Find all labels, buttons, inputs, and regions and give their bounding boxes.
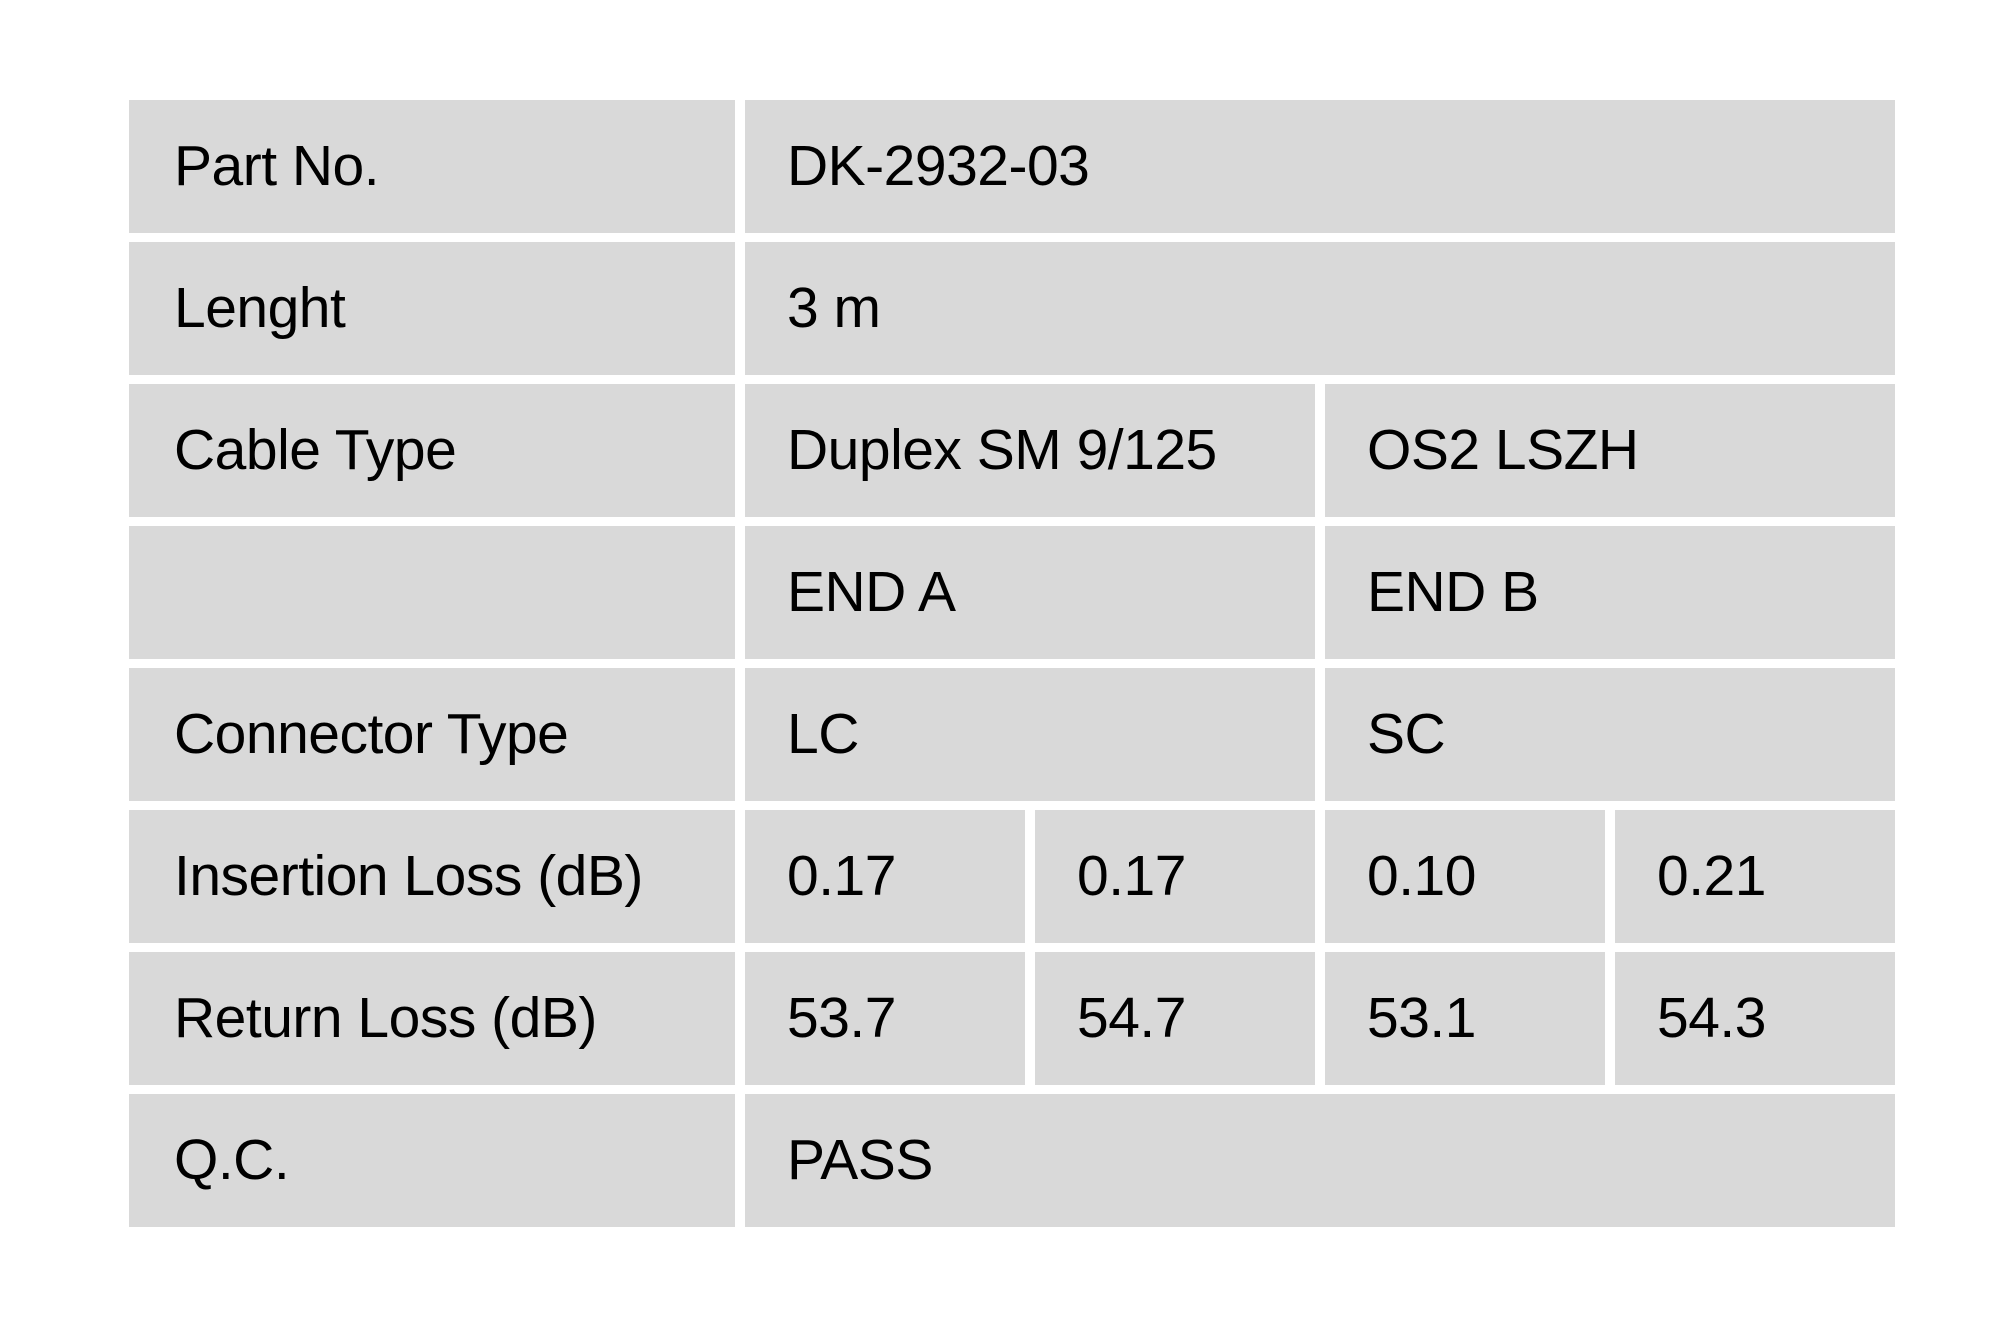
- cell-connector-type-label: Connector Type: [129, 668, 735, 801]
- cell-insertion-loss-label: Insertion Loss (dB): [129, 810, 735, 943]
- cell-return-loss-a2: 54.7: [1035, 952, 1315, 1085]
- cell-part-no-label: Part No.: [129, 100, 735, 233]
- cell-qc-value: PASS: [745, 1094, 1895, 1227]
- cell-insertion-loss-a2: 0.17: [1035, 810, 1315, 943]
- cell-cable-type-value-1: Duplex SM 9/125: [745, 384, 1315, 517]
- cell-qc-label: Q.C.: [129, 1094, 735, 1227]
- cell-connector-type-end-a: LC: [745, 668, 1315, 801]
- cell-return-loss-b1: 53.1: [1325, 952, 1605, 1085]
- cell-insertion-loss-b1: 0.10: [1325, 810, 1605, 943]
- cell-cable-type-value-2: OS2 LSZH: [1325, 384, 1895, 517]
- cell-insertion-loss-a1: 0.17: [745, 810, 1025, 943]
- cell-return-loss-a1: 53.7: [745, 952, 1025, 1085]
- cell-return-loss-b2: 54.3: [1615, 952, 1895, 1085]
- cell-end-a-header: END A: [745, 526, 1315, 659]
- cell-cable-type-label: Cable Type: [129, 384, 735, 517]
- cell-part-no-value: DK-2932-03: [745, 100, 1895, 233]
- cell-ends-label-empty: [129, 526, 735, 659]
- cell-length-value: 3 m: [745, 242, 1895, 375]
- cell-insertion-loss-b2: 0.21: [1615, 810, 1895, 943]
- cell-length-label: Lenght: [129, 242, 735, 375]
- cell-end-b-header: END B: [1325, 526, 1895, 659]
- cell-connector-type-end-b: SC: [1325, 668, 1895, 801]
- cell-return-loss-label: Return Loss (dB): [129, 952, 735, 1085]
- qc-table: Part No. DK-2932-03 Lenght 3 m Cable Typ…: [129, 100, 1895, 1227]
